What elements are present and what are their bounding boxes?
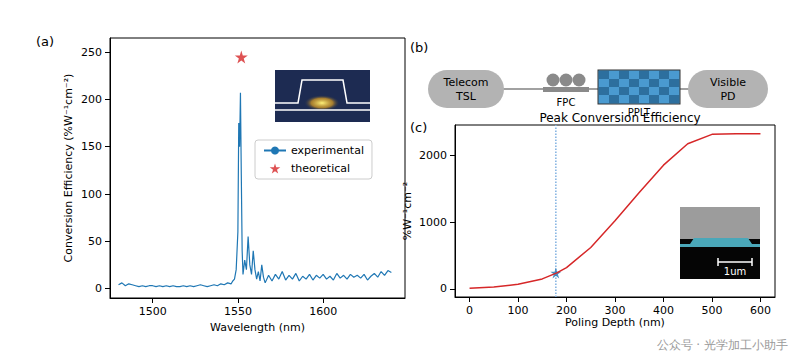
svg-text:200: 200 <box>556 304 577 317</box>
svg-text:1600: 1600 <box>309 305 337 318</box>
svg-text:200: 200 <box>81 93 102 106</box>
svg-text:experimental: experimental <box>291 144 364 157</box>
svg-text:%W⁻¹cm⁻²: %W⁻¹cm⁻² <box>401 182 414 241</box>
svg-text:(a): (a) <box>36 34 54 49</box>
svg-text:Poling Depth (nm): Poling Depth (nm) <box>565 316 665 329</box>
svg-text:(b): (b) <box>410 40 428 55</box>
svg-text:公众号 · 光学加工小助手: 公众号 · 光学加工小助手 <box>657 338 788 352</box>
svg-text:TSL: TSL <box>455 90 477 103</box>
svg-text:PPLT: PPLT <box>628 107 651 118</box>
svg-text:Conversion Efficiency (%W⁻¹cm⁻: Conversion Efficiency (%W⁻¹cm⁻²) <box>62 74 75 263</box>
svg-text:600: 600 <box>750 304 771 317</box>
svg-text:1500: 1500 <box>139 305 167 318</box>
svg-text:100: 100 <box>81 188 102 201</box>
svg-text:Wavelength (nm): Wavelength (nm) <box>210 321 305 334</box>
svg-text:500: 500 <box>701 304 722 317</box>
svg-text:0: 0 <box>440 282 447 295</box>
svg-text:PD: PD <box>720 90 735 103</box>
svg-text:300: 300 <box>605 304 626 317</box>
svg-text:Visible: Visible <box>710 76 746 89</box>
svg-text:Telecom: Telecom <box>443 76 489 89</box>
svg-text:400: 400 <box>653 304 674 317</box>
svg-text:1um: 1um <box>724 266 746 277</box>
svg-text:(c): (c) <box>410 120 427 135</box>
svg-text:FPC: FPC <box>557 97 576 108</box>
svg-text:1550: 1550 <box>224 305 252 318</box>
svg-text:2000: 2000 <box>419 149 447 162</box>
svg-text:250: 250 <box>81 46 102 59</box>
svg-text:150: 150 <box>81 140 102 153</box>
svg-text:100: 100 <box>508 304 529 317</box>
svg-text:Peak Conversion Efficiency: Peak Conversion Efficiency <box>539 111 700 125</box>
svg-text:0: 0 <box>466 304 473 317</box>
svg-text:50: 50 <box>88 235 102 248</box>
svg-text:0: 0 <box>95 282 102 295</box>
svg-text:1000: 1000 <box>419 216 447 229</box>
svg-text:theoretical: theoretical <box>291 162 350 175</box>
